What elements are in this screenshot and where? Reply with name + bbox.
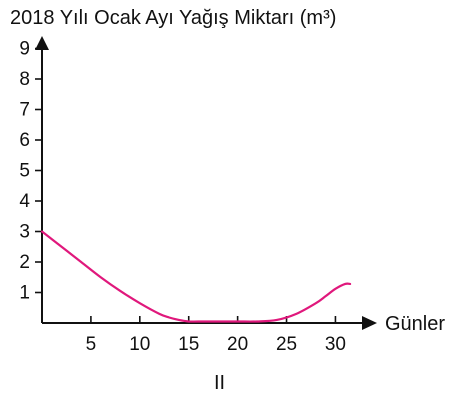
y-tick-label-4: 4 (19, 191, 30, 212)
y-tick-label-5: 5 (19, 161, 30, 182)
chart-title: 2018 Yılı Ocak Ayı Yağış Miktarı (m³) (10, 7, 336, 29)
series-line-0 (40, 230, 352, 323)
y-tick-label-3: 3 (19, 222, 30, 243)
y-tick-label-8: 8 (19, 69, 30, 90)
y-tick-label-1: 1 (19, 283, 30, 304)
x-tick-label-20: 20 (227, 334, 248, 355)
figure-label: II (214, 372, 225, 394)
x-tick-label-15: 15 (178, 334, 199, 355)
x-tick-label-5: 5 (86, 334, 97, 355)
series-layer (40, 230, 352, 323)
x-tick-label-30: 30 (325, 334, 346, 355)
x-tick-label-25: 25 (276, 334, 297, 355)
y-axis-arrow-icon (35, 36, 49, 50)
y-tick-label-9: 9 (19, 39, 30, 60)
x-axis-title: Günler (385, 313, 445, 335)
y-tick-label-2: 2 (19, 252, 30, 273)
y-tick-label-6: 6 (19, 130, 30, 151)
x-axis-arrow-icon (362, 316, 377, 330)
ticks-layer: 5 10 15 20 25 30 1 2 3 4 5 6 7 8 9 (19, 39, 346, 356)
x-tick-label-10: 10 (129, 334, 150, 355)
y-tick-label-7: 7 (19, 100, 30, 121)
